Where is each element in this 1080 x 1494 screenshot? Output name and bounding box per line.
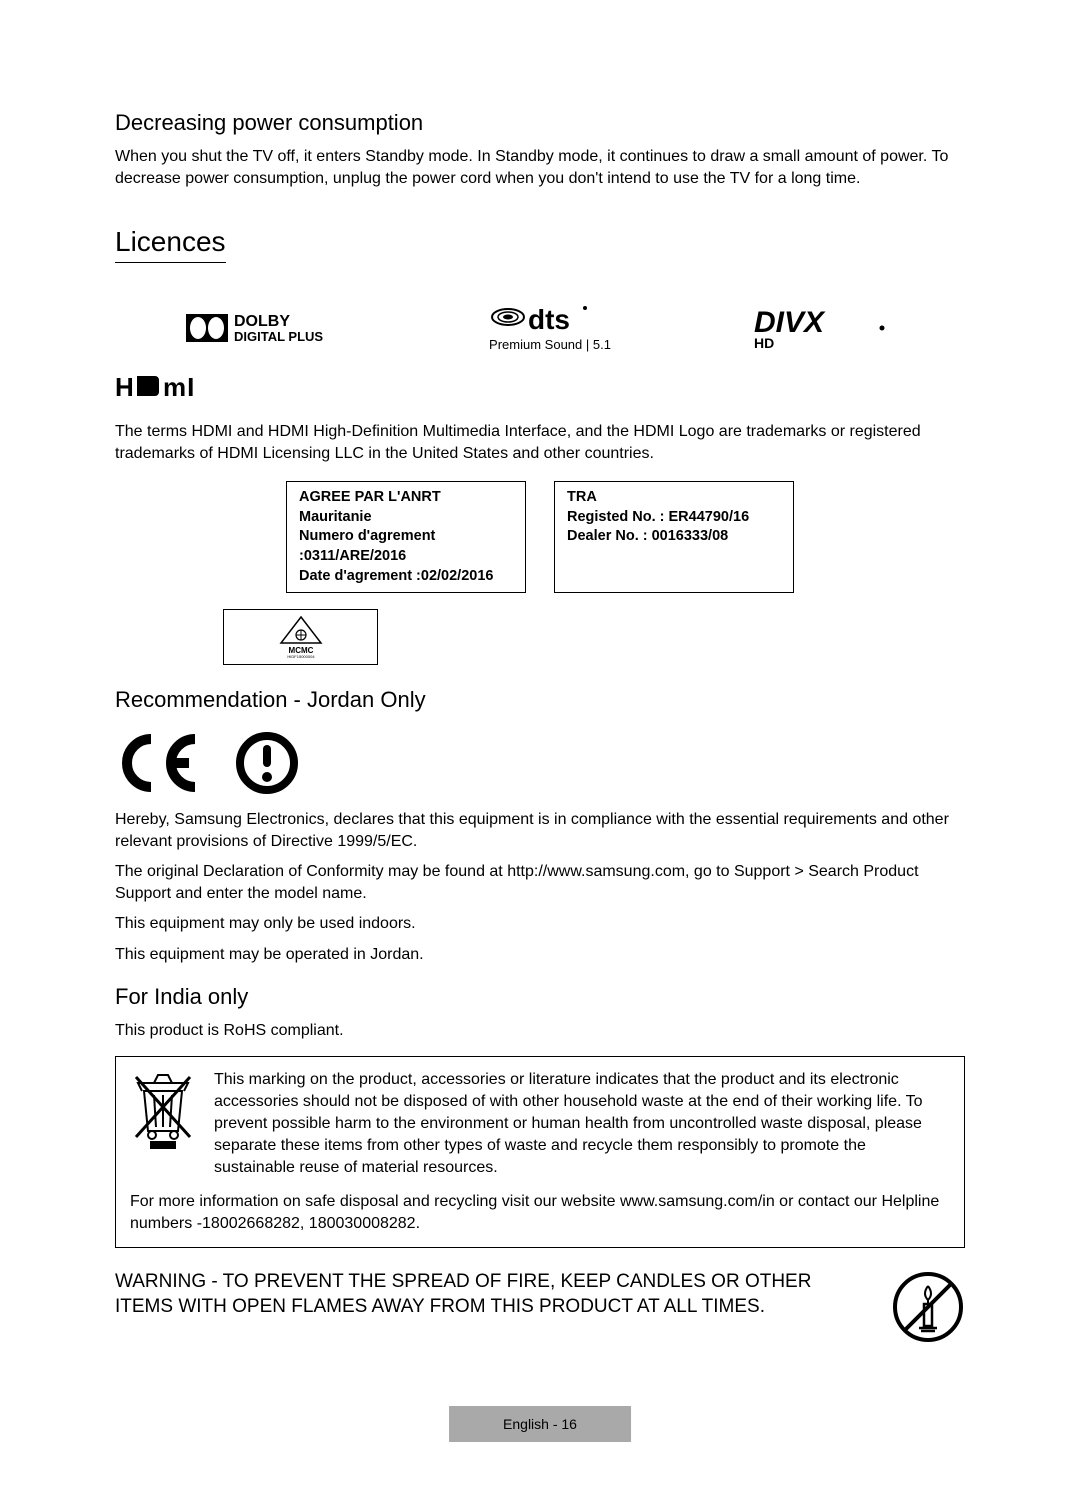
anrt-line1: AGREE PAR L'ANRT Mauritanie bbox=[299, 488, 513, 527]
mcmc-box: MCMC HIDF15000004 bbox=[223, 609, 378, 665]
hdmi-logo: H mI bbox=[115, 374, 965, 407]
svg-text:DIGITAL PLUS: DIGITAL PLUS bbox=[234, 329, 323, 344]
jordan-p1: Hereby, Samsung Electronics, declares th… bbox=[115, 809, 965, 853]
dts-subtitle: Premium Sound | 5.1 bbox=[489, 337, 611, 352]
jordan-p4: This equipment may be operated in Jordan… bbox=[115, 944, 965, 966]
jordan-p2: The original Declaration of Conformity m… bbox=[115, 861, 965, 905]
svg-text:HD: HD bbox=[754, 335, 774, 350]
jordan-p3: This equipment may only be used indoors. bbox=[115, 913, 965, 935]
ce-marking-row bbox=[115, 731, 965, 795]
licence-logos-row: DOLBY DIGITAL PLUS dts Premium Sound | 5… bbox=[115, 303, 965, 352]
section-title-jordan: Recommendation - Jordan Only bbox=[115, 687, 965, 713]
india-disposal-box: This marking on the product, accessories… bbox=[115, 1056, 965, 1249]
ce-mark-icon bbox=[115, 731, 215, 795]
dolby-logo: DOLBY DIGITAL PLUS bbox=[186, 308, 346, 348]
india-box-p2: For more information on safe disposal an… bbox=[130, 1191, 950, 1235]
dts-logo: dts Premium Sound | 5.1 bbox=[489, 303, 611, 352]
regulatory-boxes-row: AGREE PAR L'ANRT Mauritanie Numero d'agr… bbox=[115, 481, 965, 593]
divx-logo: DIVX HD bbox=[754, 306, 894, 350]
svg-text:H: H bbox=[115, 374, 135, 402]
tra-line3: Dealer No. : 0016333/08 bbox=[567, 527, 781, 547]
weee-bin-icon bbox=[130, 1069, 196, 1149]
document-page: Decreasing power consumption When you sh… bbox=[0, 0, 1080, 1404]
svg-text:mI: mI bbox=[163, 374, 195, 402]
anrt-line3: Date d'agrement :02/02/2016 bbox=[299, 567, 513, 587]
section-body-power: When you shut the TV off, it enters Stan… bbox=[115, 146, 965, 190]
page-number-footer: English - 16 bbox=[449, 1406, 631, 1442]
section-title-licences: Licences bbox=[115, 226, 226, 263]
svg-text:dts: dts bbox=[528, 304, 570, 335]
anrt-line2: Numero d'agrement :0311/ARE/2016 bbox=[299, 527, 513, 566]
india-rohs: This product is RoHS compliant. bbox=[115, 1020, 965, 1042]
no-candle-icon bbox=[891, 1270, 965, 1344]
mcmc-icon: MCMC HIDF15000004 bbox=[276, 615, 326, 659]
anrt-mauritania-box: AGREE PAR L'ANRT Mauritanie Numero d'agr… bbox=[286, 481, 526, 593]
alert-circle-icon bbox=[235, 731, 299, 795]
hdmi-trademark-text: The terms HDMI and HDMI High-Definition … bbox=[115, 421, 965, 465]
tra-line2: Registed No. : ER44790/16 bbox=[567, 508, 781, 528]
section-title-india: For India only bbox=[115, 984, 965, 1010]
svg-text:DOLBY: DOLBY bbox=[234, 313, 290, 330]
tra-box: TRA Registed No. : ER44790/16 Dealer No.… bbox=[554, 481, 794, 593]
fire-warning-row: WARNING - TO PREVENT THE SPREAD OF FIRE,… bbox=[115, 1270, 965, 1344]
svg-text:HIDF15000004: HIDF15000004 bbox=[287, 654, 315, 659]
section-title-power: Decreasing power consumption bbox=[115, 110, 965, 136]
tra-line1: TRA bbox=[567, 488, 781, 508]
fire-warning-text: WARNING - TO PREVENT THE SPREAD OF FIRE,… bbox=[115, 1270, 861, 1319]
india-box-p1: This marking on the product, accessories… bbox=[214, 1069, 950, 1179]
